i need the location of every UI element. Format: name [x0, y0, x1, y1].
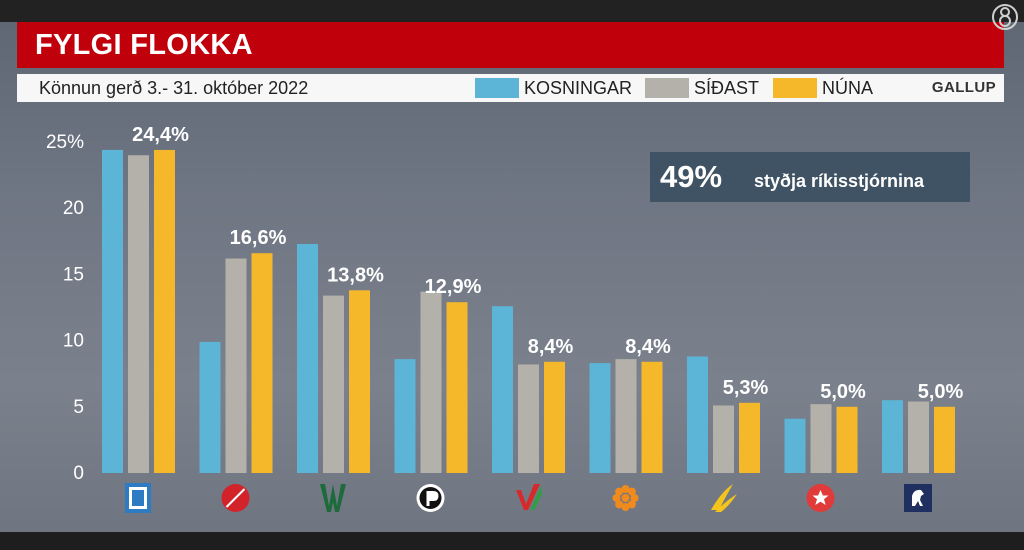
legend-label-kosningar: KOSNINGAR: [524, 77, 633, 98]
j-star-logo-icon: [806, 484, 835, 512]
bar-m-kosningar: [882, 400, 903, 473]
y-tick-label: 25%: [46, 132, 84, 153]
bar-j-nuna: [836, 406, 858, 473]
bar-f-kosningar: [687, 356, 708, 473]
bar-s-nuna: [251, 253, 273, 473]
legend-kosningar: KOSNINGAR: [475, 78, 632, 98]
bar-m-nuna: [934, 406, 955, 473]
legend-nuna: NÚNA: [773, 78, 873, 98]
bar-d-kosningar: [102, 149, 123, 473]
y-tick-label: 15: [63, 264, 84, 285]
d-logo-icon: [125, 483, 151, 513]
bar-f-nuna: [739, 402, 760, 473]
data-label: 8,4%: [528, 336, 574, 358]
y-tick-label: 5: [73, 397, 84, 418]
data-label: 16,6%: [230, 227, 287, 249]
legend-swatch-nuna: [773, 78, 817, 98]
data-label: 5,0%: [918, 381, 964, 403]
v-logo-icon: [516, 484, 542, 510]
bar-s-kosningar: [199, 341, 221, 473]
data-label: 13,8%: [327, 264, 384, 286]
data-label: 5,3%: [723, 377, 769, 399]
bar-s-sidast: [225, 258, 247, 473]
callout-percent: 49%: [660, 159, 723, 194]
bar-d-nuna: [154, 149, 175, 473]
bar-j-sidast: [810, 404, 832, 473]
survey-subtitle: Könnun gerð 3.- 31. október 2022: [39, 78, 309, 98]
s-rose-logo-icon: [221, 484, 250, 512]
gallup-brand: GALLUP: [931, 79, 996, 96]
pirate-logo-icon: [416, 484, 445, 512]
page-title: FYLGI FLOKKA: [35, 29, 253, 61]
callout-text: styðja ríkisstjórnina: [754, 171, 925, 191]
bar-c-kosningar: [589, 363, 611, 473]
b-logo-icon: [320, 484, 346, 512]
bar-chart: 0 5 10 15 20 25% 24,4% 16,6% 13,8% 12,9% 8,4% 8,4%…: [46, 124, 964, 513]
bar-f-sidast: [713, 405, 734, 473]
legend-label-sidast: SÍÐAST: [694, 77, 760, 98]
f-logo-icon: [711, 484, 737, 512]
data-label: 12,9%: [425, 276, 482, 298]
bar-d-sidast: [128, 155, 149, 474]
government-support-callout: 49% styðja ríkisstjórnina: [650, 152, 970, 202]
data-label: 24,4%: [132, 124, 189, 146]
top-band: [0, 0, 1024, 22]
bar-c-nuna: [641, 361, 663, 473]
bar-p-kosningar: [394, 359, 416, 473]
bottom-band: [0, 532, 1024, 550]
bar-p-sidast: [420, 291, 442, 473]
legend-swatch-kosningar: [475, 78, 519, 98]
bar-j-kosningar: [784, 418, 806, 473]
bar-v-kosningar: [492, 306, 513, 473]
channel-logo-icon: [992, 4, 1018, 30]
c-logo-icon: [612, 485, 639, 511]
data-label: 5,0%: [820, 381, 866, 403]
m-horse-logo-icon: [904, 484, 932, 512]
bar-m-sidast: [908, 401, 929, 473]
y-tick-label: 10: [63, 331, 84, 352]
bar-b-sidast: [323, 295, 344, 473]
data-label: 8,4%: [625, 336, 671, 358]
bar-c-sidast: [615, 359, 637, 473]
legend-sidast: SÍÐAST: [645, 78, 759, 98]
legend-swatch-sidast: [645, 78, 689, 98]
y-tick-label: 0: [73, 463, 84, 484]
bar-p-nuna: [446, 302, 468, 473]
bar-v-sidast: [518, 364, 539, 473]
bar-b-kosningar: [297, 243, 318, 473]
bar-v-nuna: [544, 361, 565, 473]
title-bar: FYLGI FLOKKA: [17, 22, 1004, 68]
y-tick-label: 20: [63, 198, 84, 219]
legend-label-nuna: NÚNA: [822, 77, 874, 98]
subheader-bar: Könnun gerð 3.- 31. október 2022 KOSNING…: [17, 74, 1004, 102]
bar-b-nuna: [349, 290, 370, 473]
